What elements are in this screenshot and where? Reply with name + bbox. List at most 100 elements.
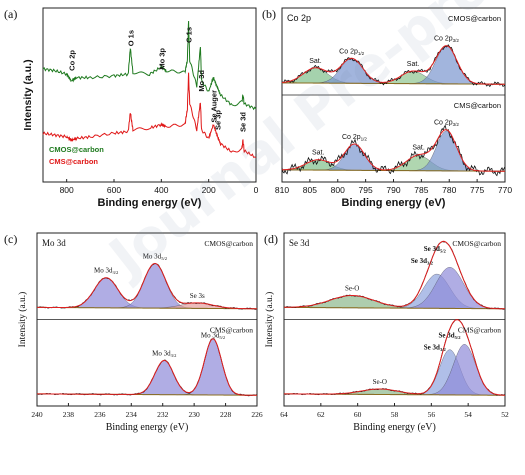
peak-label-b: Co 2p1/2: [339, 48, 364, 56]
fit-envelope-b: [282, 129, 505, 172]
x-axis-label-b: Binding energy (eV): [342, 197, 446, 209]
panel-title-d: Se 3d: [289, 238, 310, 248]
x-tick-label-a: 600: [107, 185, 121, 195]
peak-label-c: Mo 3d3/2: [94, 267, 119, 276]
peak-label-b: Sat.: [312, 150, 325, 157]
panel-label-c: (c): [4, 232, 17, 246]
x-tick-label-c: 234: [126, 410, 138, 419]
peak-label-d-subscript: 5/2: [455, 335, 462, 340]
peak-label-b: Sat.: [407, 61, 420, 68]
peak-label-d-subscript: 3/2: [440, 347, 447, 352]
peak-label-c: Mo 3d3/2: [152, 349, 177, 358]
x-tick-label-b: 770: [498, 185, 512, 195]
peak-label-b: Sat.: [309, 58, 322, 65]
legend-entry: CMS@carbon: [49, 157, 98, 166]
survey-peak-label: C 1s: [185, 27, 194, 43]
background-line-d: [284, 306, 505, 310]
peak-label-d: Se 3d5/2: [424, 245, 447, 254]
survey-peak-label: Se Auger: [209, 90, 218, 123]
x-axis-label-a: Binding energy (eV): [98, 197, 202, 209]
panel-label-b: (b): [262, 7, 276, 21]
peak-label-d: Se-O: [373, 378, 387, 386]
x-tick-label-c: 232: [157, 410, 169, 419]
sample-label-d: CMOS@carbon: [452, 239, 501, 248]
x-axis-label-d: Binding energy (eV): [353, 422, 436, 433]
peak-label-d: Se 3d3/2: [424, 344, 447, 353]
legend-entry: CMOS@carbon: [49, 145, 104, 154]
x-tick-label-b: 775: [470, 185, 484, 195]
fit-envelope-c: [37, 262, 258, 310]
sample-label-b: CMS@carbon: [454, 101, 501, 110]
x-tick-label-c: 228: [220, 410, 232, 419]
peak-label-b-subscript: 1/2: [358, 51, 365, 56]
survey-line-cmos-carbon: [42, 20, 257, 111]
x-tick-label-a: 0: [254, 185, 259, 195]
x-tick-label-b: 785: [414, 185, 428, 195]
fit-envelope-b: [281, 45, 505, 85]
x-tick-label-d: 60: [354, 410, 362, 419]
x-tick-label-b: 780: [442, 185, 456, 195]
survey-peak-label: Se 3p: [214, 110, 223, 130]
y-axis-label-c: Intensity (a.u.): [17, 292, 28, 348]
peak-label-b-subscript: 3/2: [453, 122, 460, 127]
fit-envelope-d: [284, 240, 505, 310]
peak-label-d: Se-O: [345, 284, 359, 292]
survey-peak-label: O 1s: [126, 30, 135, 46]
fit-component-c: [37, 338, 257, 396]
panel-title-c: Mo 3d: [42, 238, 66, 248]
x-tick-label-d: 64: [280, 410, 288, 419]
fit-component-d: [284, 344, 506, 396]
peak-label-d-subscript: 3/2: [427, 261, 434, 266]
survey-peak-label: Se 3d: [239, 112, 248, 132]
x-axis-label-c: Binding energy (eV): [106, 422, 189, 433]
fit-envelope-c: [37, 338, 257, 396]
fit-component-c: [37, 263, 257, 309]
survey-peak-label: Co 2p: [67, 50, 76, 71]
peak-label-c: Mo 3d5/2: [201, 332, 226, 341]
x-tick-label-a: 200: [202, 185, 216, 195]
peak-label-c-subscript: 5/2: [161, 256, 168, 261]
x-tick-label-d: 58: [391, 410, 399, 419]
background-line-b: [282, 82, 505, 85]
sample-label-c: CMS@carbon: [210, 326, 253, 335]
panel-title-b: Co 2p: [287, 13, 311, 23]
peak-label-c: Mo 3d5/2: [143, 252, 168, 261]
x-tick-label-d: 56: [428, 410, 436, 419]
x-tick-label-a: 800: [60, 185, 74, 195]
x-tick-label-c: 236: [94, 410, 106, 419]
peak-label-b: Sat.: [412, 145, 425, 152]
peak-label-c: Se 3s: [190, 292, 205, 300]
plot-frame-a: [42, 7, 257, 183]
survey-peak-label: Mo 3d: [197, 70, 206, 92]
x-tick-label-c: 226: [251, 410, 263, 419]
xps-figure: 800 600 400 200 0 Binding energy (eV) Intensit…: [4, 7, 512, 433]
sample-label-d: CMS@carbon: [458, 326, 501, 335]
background-line-c: [37, 306, 257, 310]
x-tick-label-b: 805: [303, 185, 317, 195]
peak-label-c-subscript: 3/2: [171, 353, 178, 358]
peak-label-b-subscript: 3/2: [453, 38, 460, 43]
peak-label-b-subscript: 1/2: [361, 136, 368, 141]
peak-label-c-subscript: 5/2: [219, 335, 226, 340]
peak-label-b: Co 2p3/2: [434, 36, 459, 44]
peak-label-b: Co 2p1/2: [342, 134, 367, 142]
peak-label-d-subscript: 5/2: [440, 249, 447, 254]
x-tick-label-d: 52: [501, 410, 509, 419]
panel-label-a: (a): [4, 7, 17, 21]
x-tick-label-c: 238: [63, 410, 75, 419]
x-tick-label-c: 240: [31, 410, 43, 419]
y-axis-label-d: Intensity (a.u.): [264, 292, 275, 348]
sample-label-c: CMOS@carbon: [204, 239, 253, 248]
peak-label-d: Se 3d3/2: [411, 257, 434, 266]
x-tick-label-c: 230: [189, 410, 201, 419]
x-tick-label-d: 54: [464, 410, 472, 419]
peak-label-c-subscript: 3/2: [112, 270, 119, 275]
x-tick-label-b: 810: [275, 185, 289, 195]
sample-label-b: CMOS@carbon: [448, 14, 501, 23]
panel-label-d: (d): [264, 232, 278, 246]
survey-line-cms-carbon: [42, 72, 257, 159]
fit-envelope-d: [284, 319, 505, 396]
x-tick-label-b: 795: [359, 185, 373, 195]
x-tick-label-b: 800: [331, 185, 345, 195]
survey-peak-label: Mo 3p: [157, 48, 166, 70]
